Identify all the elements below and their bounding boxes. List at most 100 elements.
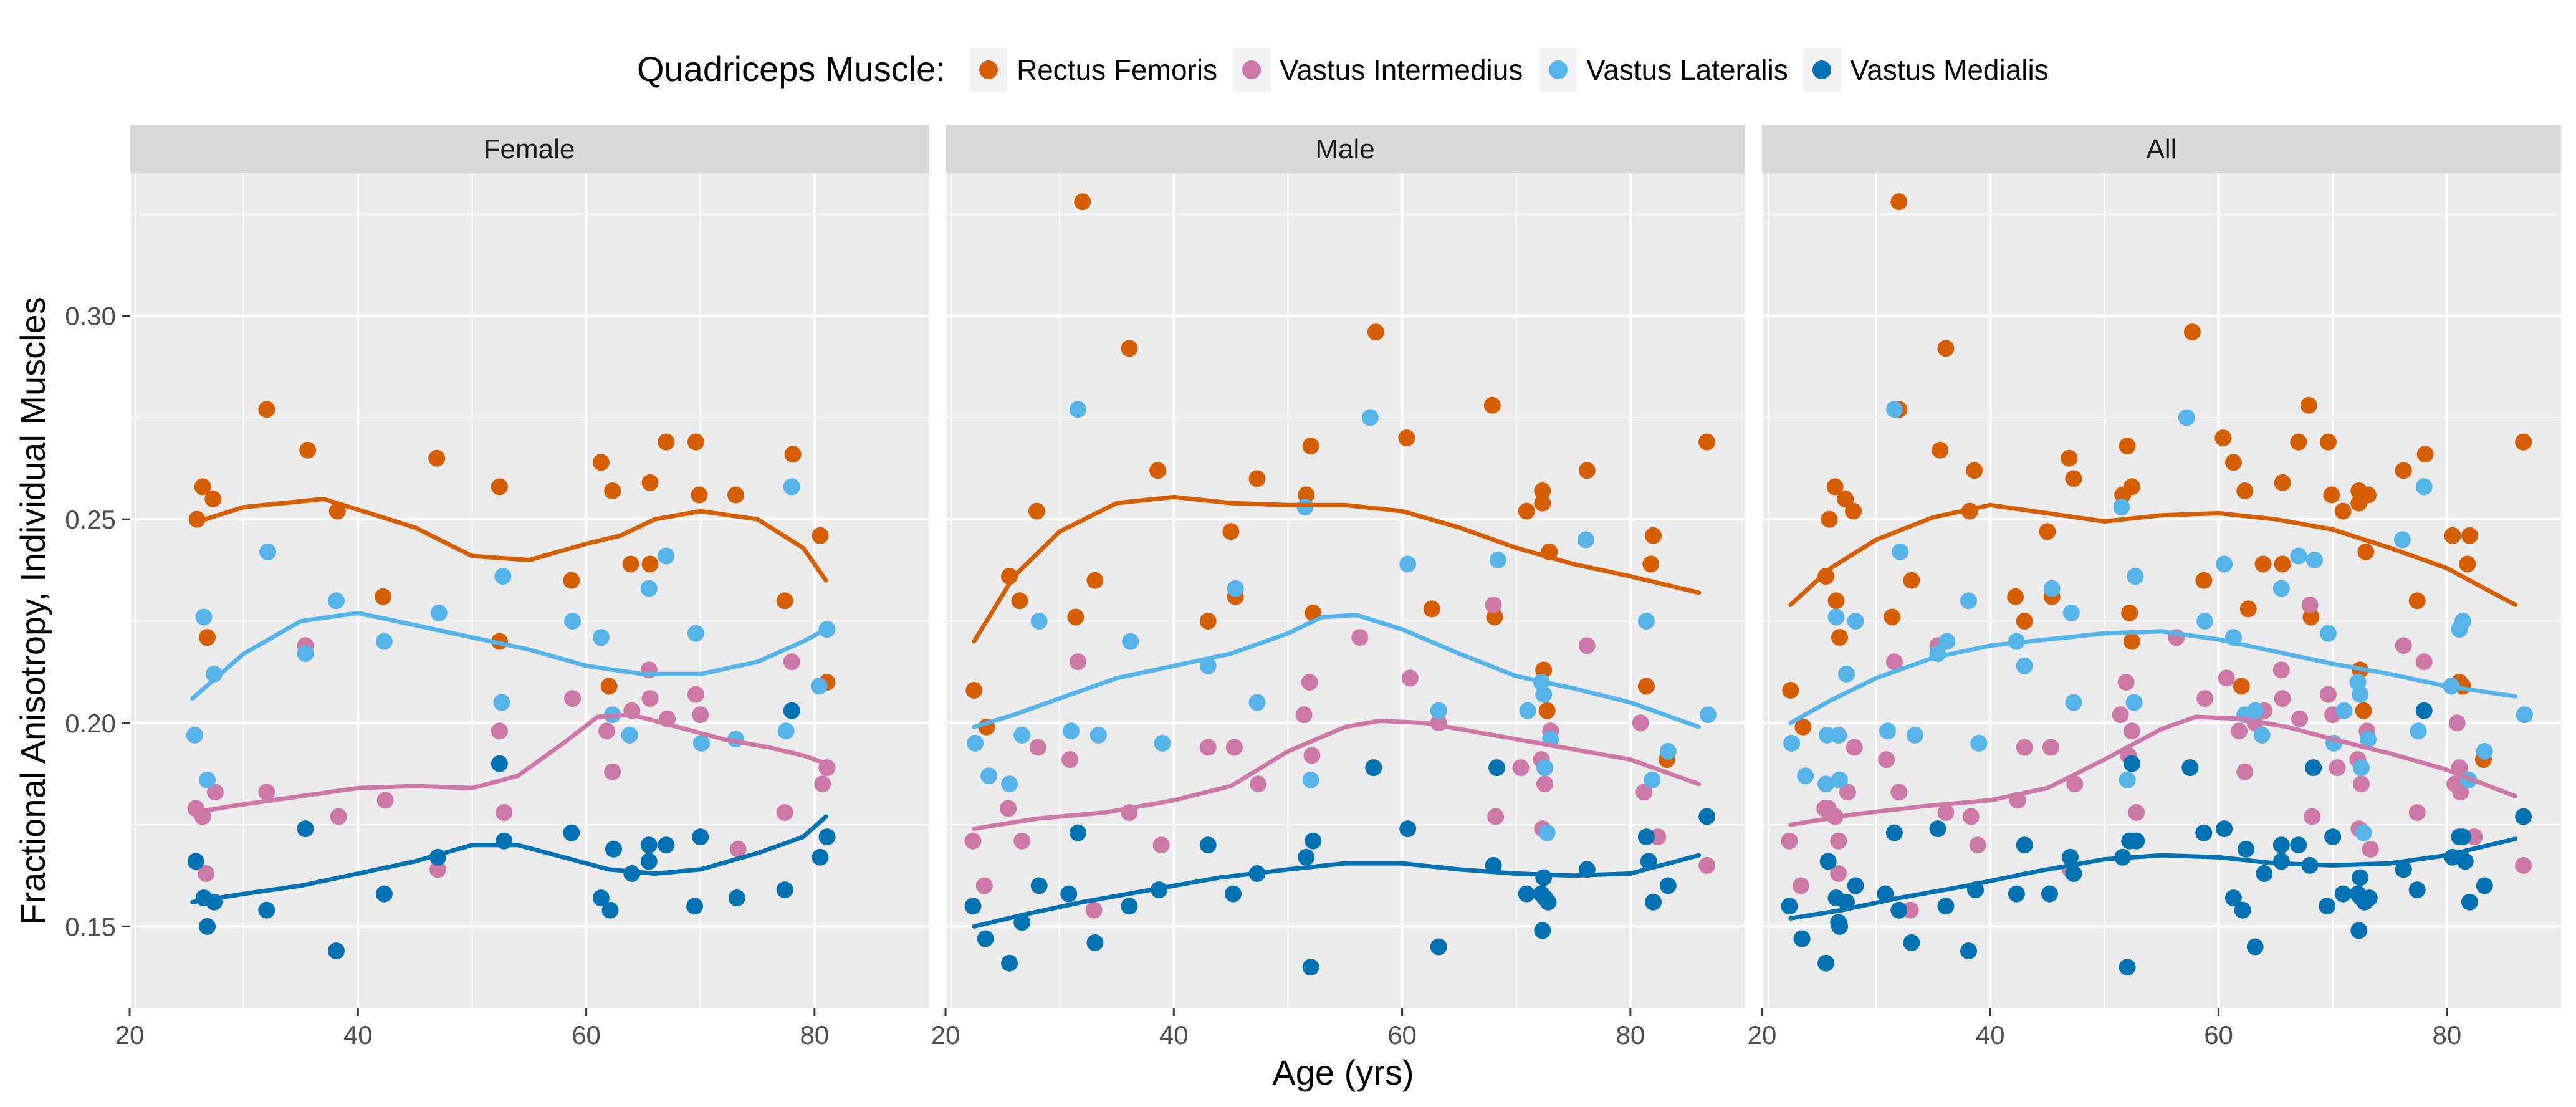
data-point-vi xyxy=(1250,775,1267,793)
data-point-vi xyxy=(2218,669,2235,687)
data-point-rf xyxy=(2183,323,2201,341)
data-point-rf xyxy=(1698,433,1716,451)
data-point-rf xyxy=(2007,588,2024,605)
data-point-vm xyxy=(2062,848,2079,866)
data-point-vi xyxy=(1061,751,1079,769)
data-point-vm xyxy=(1535,869,1553,886)
data-point-rf xyxy=(328,502,346,520)
data-point-vl xyxy=(2393,531,2411,549)
data-point-rf xyxy=(1483,396,1501,414)
data-point-vi xyxy=(1969,836,1986,854)
data-point-vm xyxy=(2334,885,2352,903)
data-point-vm xyxy=(2395,861,2412,878)
data-point-rf xyxy=(2061,449,2078,467)
trend-line-vi xyxy=(972,719,1702,831)
data-point-vm xyxy=(2319,898,2336,915)
data-point-vl xyxy=(2196,613,2214,630)
data-point-vm xyxy=(1819,853,1837,870)
data-point-vi xyxy=(687,686,704,703)
data-point-vi xyxy=(1698,856,1716,874)
data-point-vl xyxy=(1361,409,1379,426)
data-point-rf xyxy=(1149,462,1167,479)
data-point-rf xyxy=(199,629,216,646)
data-point-vl xyxy=(2016,657,2033,674)
panel-all: All 20 40 60 80 xyxy=(1748,125,2561,1050)
trend-line-vm xyxy=(1788,836,2518,921)
plot-background xyxy=(1762,173,2561,1008)
data-point-vi xyxy=(2515,856,2532,874)
data-point-vi xyxy=(776,804,793,821)
data-point-rf xyxy=(1890,193,1908,211)
data-point-vm xyxy=(1539,893,1557,911)
data-point-vl xyxy=(1699,706,1717,724)
data-point-vl xyxy=(1577,531,1594,549)
x-tick-label: 40 xyxy=(1976,1020,2005,1050)
data-point-vl xyxy=(2355,824,2372,841)
data-point-vl xyxy=(1302,771,1319,788)
data-point-vm xyxy=(1121,898,1138,915)
data-point-vm xyxy=(2065,865,2082,882)
data-point-vm xyxy=(1086,934,1104,951)
data-point-rf xyxy=(965,682,983,699)
data-point-rf xyxy=(1845,502,1862,520)
data-point-vl xyxy=(1817,775,1835,793)
data-point-vi xyxy=(1199,739,1217,756)
axis-titles: Age (yrs) Fractional Anisotropy, Individ… xyxy=(13,297,1414,1092)
data-point-rf xyxy=(1794,718,1812,736)
data-point-vi xyxy=(1295,706,1313,724)
x-tick-label: 80 xyxy=(2432,1020,2461,1050)
data-point-vl xyxy=(2119,771,2136,788)
data-point-vm xyxy=(2016,836,2033,854)
data-point-rf xyxy=(2334,502,2352,520)
data-point-vl xyxy=(2127,568,2144,585)
data-point-vi xyxy=(2196,690,2214,707)
data-point-vl xyxy=(1030,613,1048,630)
data-point-vl xyxy=(1659,743,1677,760)
data-point-vi xyxy=(1839,784,1856,801)
data-point-vi xyxy=(330,808,347,825)
data-point-vl xyxy=(2113,499,2130,516)
data-point-vl xyxy=(1519,702,1536,719)
data-point-vl xyxy=(687,625,704,642)
data-point-rf xyxy=(1518,502,1535,520)
data-point-rf xyxy=(2416,446,2434,463)
data-point-vm xyxy=(1001,954,1018,972)
data-point-vm xyxy=(1305,832,1322,850)
data-point-rf xyxy=(1302,438,1319,455)
data-point-rf xyxy=(1534,482,1551,499)
data-point-rf xyxy=(2065,470,2082,487)
data-point-vi xyxy=(2395,637,2412,654)
data-point-vm xyxy=(776,881,793,899)
data-point-rf xyxy=(1937,340,1955,357)
data-point-vl xyxy=(1122,633,1139,650)
legend-label-rf: Rectus Femoris xyxy=(1017,54,1217,86)
trend-line-vi xyxy=(190,712,828,815)
data-point-vi xyxy=(975,877,993,894)
data-point-vl xyxy=(693,734,710,752)
y-tick-label: 0.25 xyxy=(65,505,116,534)
trend-line-vl xyxy=(972,613,1702,729)
x-tick-label: 80 xyxy=(1616,1020,1645,1050)
data-point-rf xyxy=(2195,572,2213,589)
data-point-vm xyxy=(1302,959,1319,976)
data-point-vm xyxy=(375,885,393,903)
data-point-vm xyxy=(2454,828,2471,846)
data-point-rf xyxy=(1903,572,1920,589)
data-point-vm xyxy=(640,853,658,870)
data-point-rf xyxy=(1398,429,1415,447)
data-point-vl xyxy=(328,592,345,610)
panel-female: Female 20 40 60 80 0.15 0.20 0.25 0.30 xyxy=(65,125,929,1050)
data-point-rf xyxy=(2461,527,2478,544)
data-point-rf xyxy=(2214,429,2232,447)
data-point-vl xyxy=(2305,552,2323,568)
legend-label-vm: Vastus Medialis xyxy=(1850,54,2049,86)
series-rf xyxy=(965,193,1716,769)
data-point-vi xyxy=(2448,714,2466,732)
data-point-rf xyxy=(1578,462,1596,479)
facet-label: Female xyxy=(484,134,575,165)
data-point-vi xyxy=(1890,784,1908,801)
data-point-vm xyxy=(297,820,314,838)
data-point-vm xyxy=(2216,820,2233,838)
data-point-vi xyxy=(1512,759,1530,777)
